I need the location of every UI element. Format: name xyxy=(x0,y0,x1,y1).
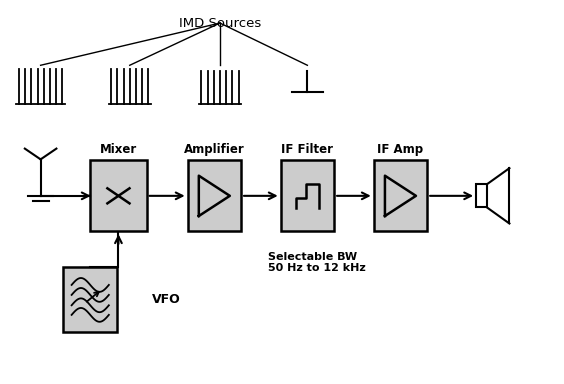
Text: VFO: VFO xyxy=(152,293,181,306)
FancyBboxPatch shape xyxy=(281,161,334,231)
Text: Selectable BW
50 Hz to 12 kHz: Selectable BW 50 Hz to 12 kHz xyxy=(268,252,365,273)
Text: Mixer: Mixer xyxy=(100,142,137,156)
Text: IF Amp: IF Amp xyxy=(377,142,424,156)
FancyBboxPatch shape xyxy=(187,161,241,231)
FancyBboxPatch shape xyxy=(476,184,487,207)
Text: Amplifier: Amplifier xyxy=(184,142,245,156)
Text: IMD Sources: IMD Sources xyxy=(179,17,261,30)
FancyBboxPatch shape xyxy=(63,267,117,332)
Text: IF Filter: IF Filter xyxy=(281,142,333,156)
FancyBboxPatch shape xyxy=(373,161,428,231)
FancyBboxPatch shape xyxy=(90,161,147,231)
